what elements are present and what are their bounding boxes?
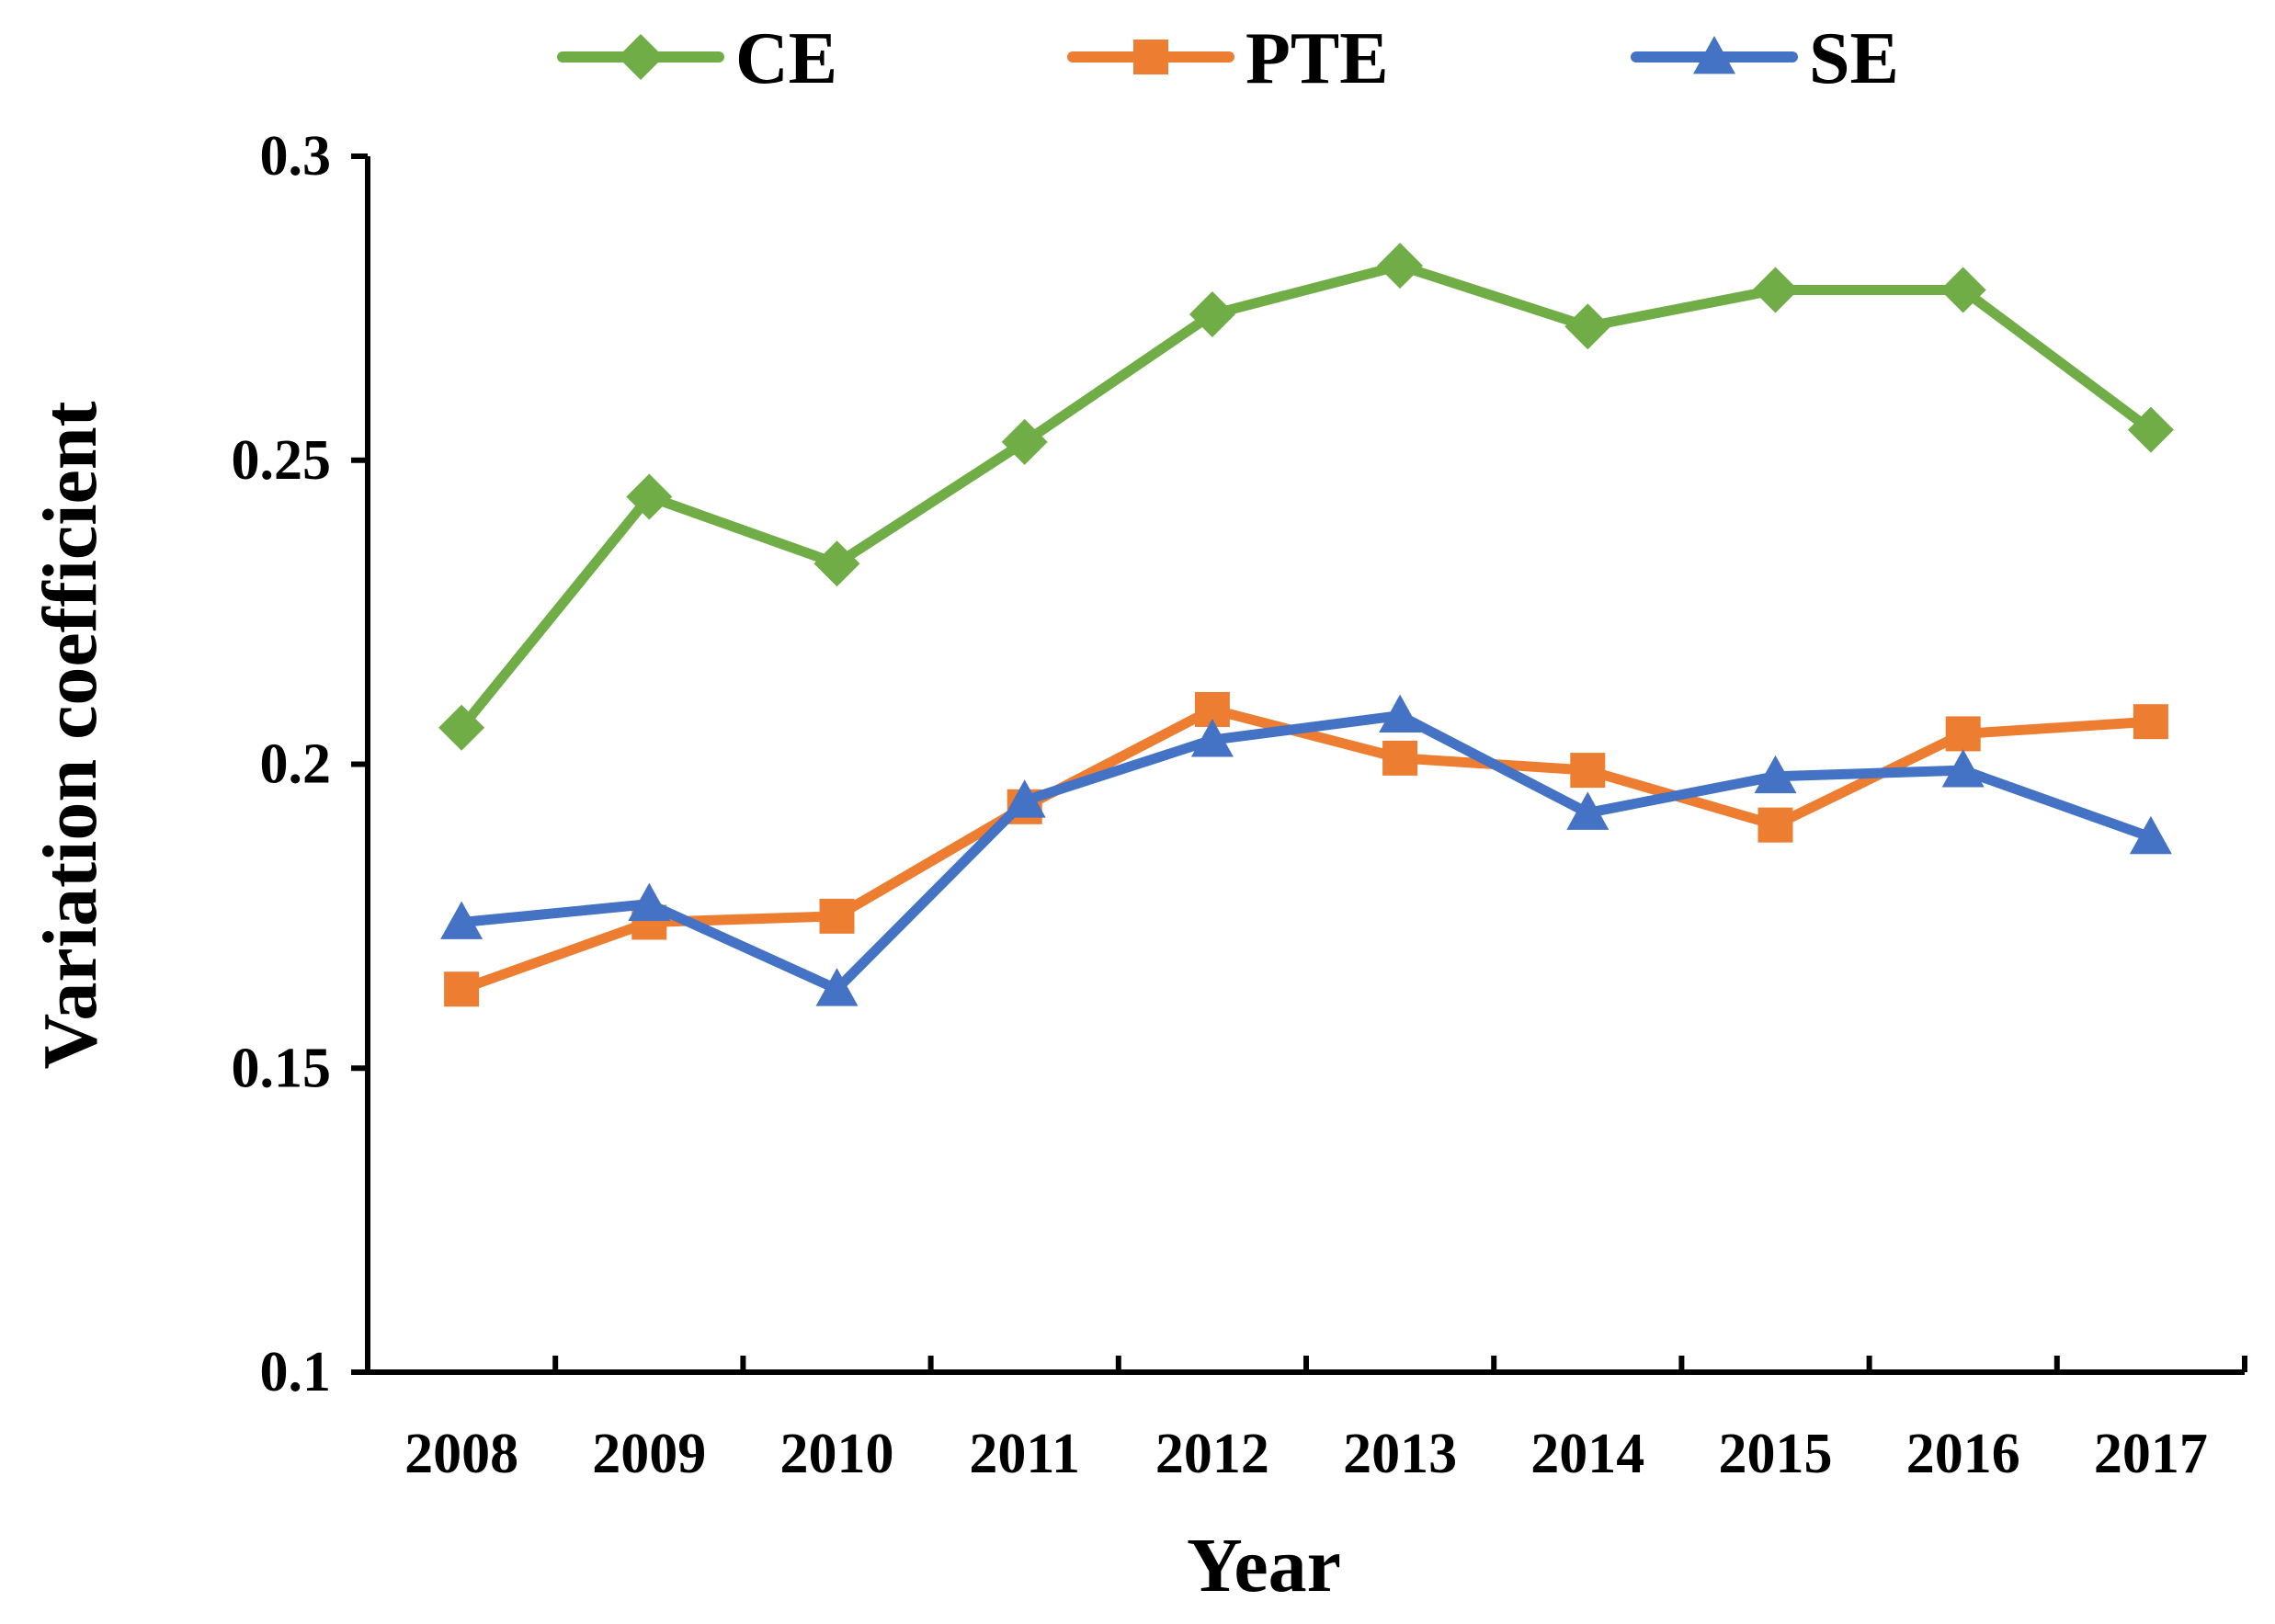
data-point-se — [1190, 719, 1234, 757]
series-layer — [438, 243, 2174, 1007]
x-tick-label: 2012 — [1155, 1423, 1269, 1485]
y-tick-label: 0.1 — [260, 1341, 332, 1403]
data-point-se — [1566, 791, 1610, 830]
series-line-pte — [456, 704, 2156, 994]
data-point-ce — [2127, 406, 2174, 453]
x-axis-title: Year — [1187, 1523, 1341, 1608]
x-axis: 2008 2009 2010 2011 2012 2013 2014 2015 2016 2017 — [365, 1356, 2247, 1485]
legend-swatch-marker — [1133, 40, 1168, 74]
data-point-se — [440, 901, 483, 939]
legend-item-pte: PTE — [1067, 18, 1389, 99]
data-point-se — [1941, 749, 1985, 788]
data-point-ce — [1377, 243, 1424, 290]
series-ce — [438, 243, 2174, 751]
data-point-pte — [1570, 753, 1606, 789]
legend-swatch-marker — [1693, 36, 1735, 74]
data-point-se — [1379, 694, 1422, 733]
legend-item-ce: CE — [557, 18, 837, 99]
x-tick-label: 2010 — [780, 1423, 894, 1485]
x-tick-label: 2008 — [404, 1423, 518, 1485]
y-tick-label: 0.15 — [232, 1037, 332, 1099]
data-point-ce — [1752, 267, 1799, 313]
data-point-ce — [1001, 418, 1048, 465]
data-point-ce — [813, 540, 860, 587]
legend-label: CE — [735, 18, 837, 99]
data-point-ce — [1189, 290, 1235, 337]
data-point-se — [815, 968, 859, 1006]
y-tick-label: 0.25 — [232, 429, 332, 492]
x-tick-label: 2011 — [969, 1423, 1080, 1485]
data-point-se — [628, 882, 671, 922]
legend: CE PTE SE — [557, 18, 1899, 99]
legend-label: SE — [1809, 18, 1899, 99]
legend-label: PTE — [1246, 18, 1389, 99]
y-tick-label: 0.3 — [260, 125, 332, 187]
x-tick-label: 2014 — [1530, 1423, 1644, 1485]
x-tick-label: 2015 — [1719, 1423, 1833, 1485]
y-axis-title: Variation coefficient — [28, 401, 113, 1069]
x-tick-label: 2009 — [592, 1423, 706, 1485]
data-point-ce — [626, 473, 673, 520]
data-point-pte — [819, 898, 855, 934]
y-tick-label: 0.2 — [260, 733, 332, 796]
data-point-pte — [1757, 807, 1793, 843]
y-axis: 0.1 0.15 0.2 0.25 0.3 — [232, 125, 370, 1403]
data-point-pte — [2133, 704, 2168, 740]
data-point-se — [1003, 779, 1046, 818]
data-point-se — [2129, 815, 2172, 855]
data-point-ce — [1939, 267, 1986, 313]
legend-item-se: SE — [1631, 18, 1899, 99]
series-pte — [444, 691, 2168, 1007]
series-se — [440, 694, 2172, 1006]
x-tick-label: 2013 — [1343, 1423, 1457, 1485]
data-point-pte — [444, 971, 480, 1007]
x-tick-label: 2016 — [1906, 1423, 2020, 1485]
legend-swatch-marker — [618, 34, 664, 80]
data-point-ce — [438, 704, 485, 751]
data-point-pte — [1382, 740, 1418, 776]
x-tick-label: 2017 — [2094, 1423, 2208, 1485]
data-point-se — [1754, 755, 1797, 794]
data-point-ce — [1564, 303, 1611, 350]
series-line-se — [456, 710, 2156, 994]
series-line-ce — [456, 260, 2156, 733]
data-point-pte — [1945, 716, 1981, 752]
